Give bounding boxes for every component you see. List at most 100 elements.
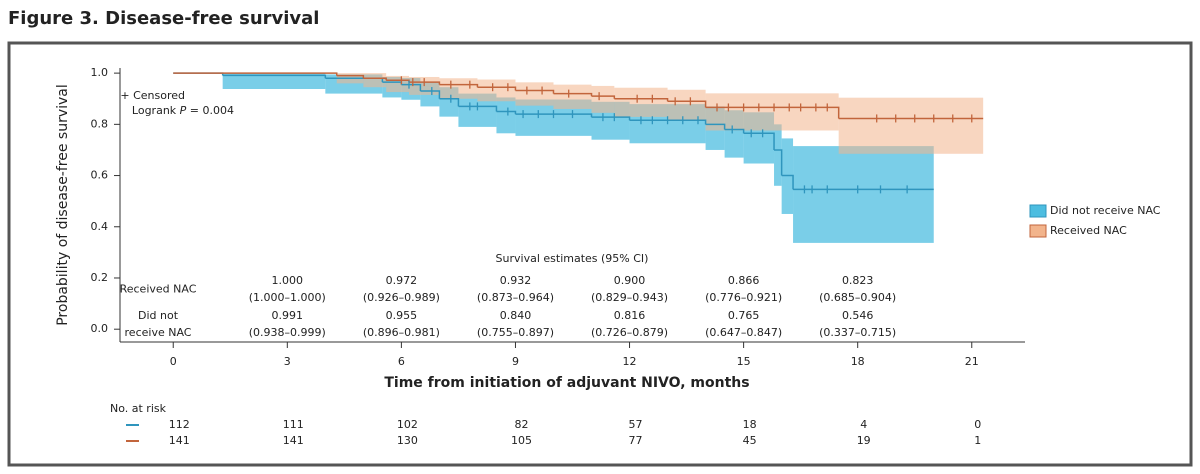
estimate-value: 0.991	[272, 309, 304, 322]
ci-band	[515, 82, 554, 106]
x-tick-label: 18	[851, 355, 865, 368]
at-risk-count: 130	[397, 434, 418, 447]
estimate-ci: (0.647–0.847)	[705, 326, 782, 339]
estimate-value: 0.823	[842, 274, 874, 287]
survival-step	[458, 105, 498, 112]
survival-step	[591, 116, 631, 121]
ci-band	[222, 73, 326, 89]
survival-step	[553, 92, 593, 97]
y-tick-label: 0.8	[91, 117, 109, 130]
estimate-value: 0.932	[500, 274, 532, 287]
x-tick-label: 15	[737, 355, 751, 368]
survival-step	[363, 77, 387, 81]
x-tick-label: 3	[284, 355, 291, 368]
estimate-value: 0.955	[386, 309, 418, 322]
ci-band	[838, 97, 984, 154]
estimate-ci: (0.873–0.964)	[477, 291, 554, 304]
y-tick-label: 0.4	[91, 220, 109, 233]
x-tick-label: 0	[170, 355, 177, 368]
logrank-note: Logrank P = 0.004	[132, 104, 234, 117]
survival-step	[439, 97, 460, 107]
survival-step	[408, 81, 441, 85]
legend-label: Received NAC	[1050, 224, 1127, 237]
y-tick-label: 0.2	[91, 271, 109, 284]
estimate-ci: (0.776–0.921)	[705, 291, 782, 304]
estimates-row-label: Did not	[138, 309, 179, 322]
logrank-value: = 0.004	[186, 104, 234, 117]
ci-band	[774, 124, 782, 186]
estimates-row-label: receive NAC	[125, 326, 192, 339]
ci-band	[793, 146, 934, 243]
x-tick-label: 12	[623, 355, 637, 368]
at-risk-count: 4	[860, 418, 867, 431]
at-risk-count: 18	[743, 418, 757, 431]
logrank-p: P	[180, 104, 187, 117]
ci-band	[496, 97, 516, 134]
survival-step	[336, 74, 365, 79]
survival-step	[781, 174, 794, 190]
survival-step	[477, 86, 517, 91]
censor-marks	[400, 76, 973, 194]
ci-band	[363, 73, 387, 88]
survival-step	[614, 97, 669, 102]
estimate-ci: (0.938–0.999)	[249, 326, 326, 339]
estimate-ci: (0.337–0.715)	[819, 326, 896, 339]
estimate-value: 0.765	[728, 309, 760, 322]
estimate-ci: (0.726–0.879)	[591, 326, 668, 339]
x-tick-label: 9	[512, 355, 519, 368]
survival-step	[705, 123, 726, 130]
estimates-title: Survival estimates (95% CI)	[496, 252, 649, 265]
survival-step	[420, 90, 441, 99]
ci-band	[553, 84, 592, 109]
frame	[7, 41, 1193, 467]
at-risk-count: 0	[974, 418, 981, 431]
estimate-value: 0.972	[386, 274, 418, 287]
at-risk-count: 141	[169, 434, 190, 447]
survival-step	[515, 89, 555, 94]
survival-step	[724, 128, 745, 134]
ci-band	[705, 93, 839, 131]
legend-label: Did not receive NAC	[1050, 204, 1161, 217]
survival-step	[222, 74, 327, 79]
censored-note: + Censored	[120, 89, 185, 102]
estimate-ci: (0.755–0.897)	[477, 326, 554, 339]
survival-step	[439, 83, 479, 88]
at-risk-count: 141	[283, 434, 304, 447]
ci-band	[667, 89, 706, 121]
estimates-row-label: Received NAC	[120, 283, 197, 296]
legend-swatch	[1029, 224, 1047, 238]
y-tick-label: 1.0	[91, 66, 109, 79]
survival-step	[515, 113, 593, 118]
survival-step	[705, 106, 840, 119]
logrank-text: Logrank	[132, 104, 180, 117]
at-risk-count: 57	[629, 418, 643, 431]
x-axis-label: Time from initiation of adjuvant NIVO, m…	[384, 375, 749, 391]
ci-band	[477, 79, 516, 102]
ci-band	[439, 78, 478, 99]
estimate-ci: (0.896–0.981)	[363, 326, 440, 339]
survival-step	[629, 119, 707, 125]
chart-title: Figure 3. Disease-free survival	[8, 8, 319, 29]
at-risk-count: 102	[397, 418, 418, 431]
x-tick-label: 21	[965, 355, 979, 368]
at-risk-count: 112	[169, 418, 190, 431]
survival-step	[401, 83, 422, 92]
at-risk-title: No. at risk	[110, 402, 167, 415]
ci-band	[591, 85, 615, 113]
estimate-ci: (0.829–0.943)	[591, 291, 668, 304]
survival-step	[173, 72, 338, 76]
survival-curves	[173, 72, 984, 191]
survival-step	[496, 110, 517, 115]
at-risk-count: 82	[514, 418, 528, 431]
at-risk-count: 1	[974, 434, 981, 447]
survival-step	[774, 149, 783, 176]
y-tick-label: 0.6	[91, 169, 109, 182]
estimate-value: 0.816	[614, 309, 646, 322]
x-tick-label: 6	[398, 355, 405, 368]
at-risk-count: 19	[857, 434, 871, 447]
estimate-ci: (0.685–0.904)	[819, 291, 896, 304]
survival-step	[667, 100, 707, 108]
estimate-ci: (0.926–0.989)	[363, 291, 440, 304]
at-risk-count: 105	[511, 434, 532, 447]
